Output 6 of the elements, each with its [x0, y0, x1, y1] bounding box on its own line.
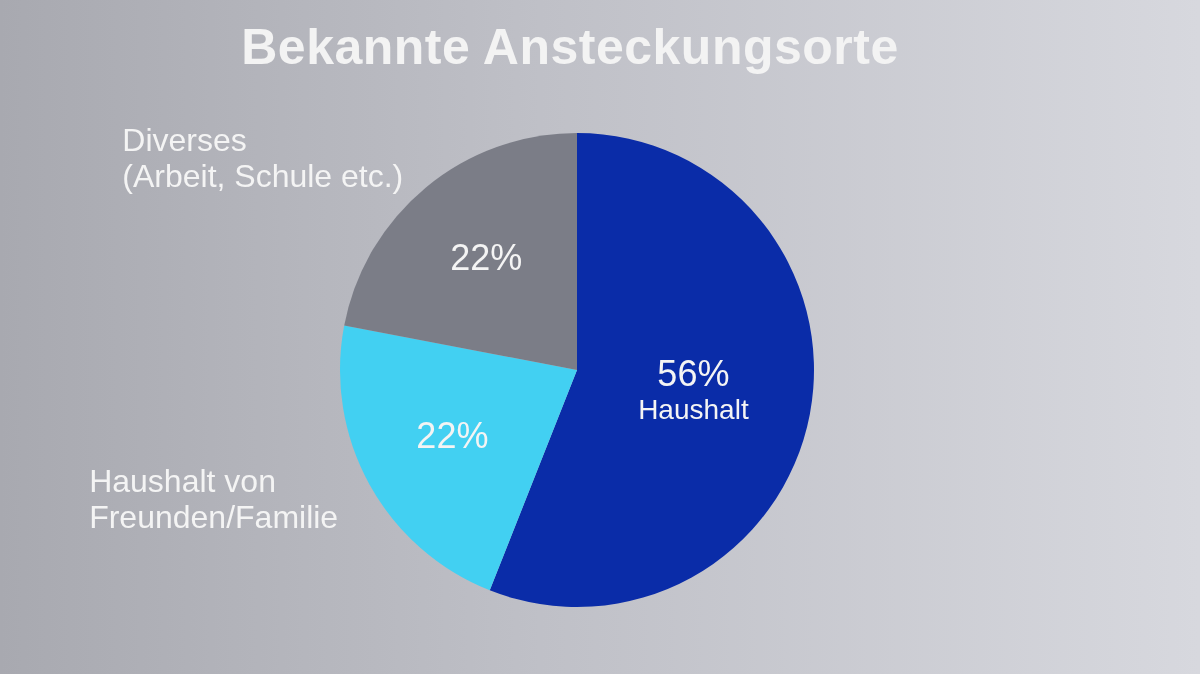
slice-label: Diverses (Arbeit, Schule etc.) [122, 121, 404, 194]
slice-label: Haushalt von Freunden/Familie [89, 463, 339, 536]
slice-label: Haushalt [638, 393, 749, 425]
data-label: 22% [416, 415, 489, 457]
data-label: 22% [450, 237, 523, 279]
data-label: 56% [657, 353, 730, 395]
